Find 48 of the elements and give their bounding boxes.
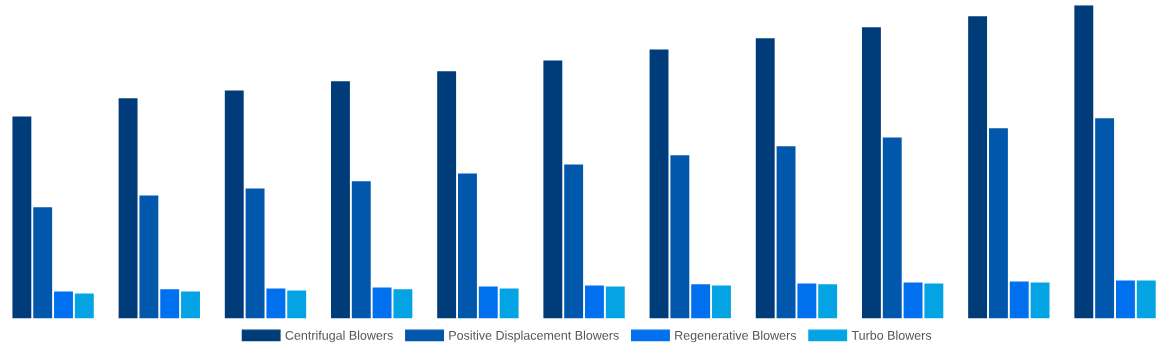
legend-label: Centrifugal Blowers xyxy=(285,330,393,343)
bar xyxy=(797,283,817,319)
bar xyxy=(287,290,307,319)
bar xyxy=(266,288,286,319)
bar xyxy=(903,282,923,319)
bar xyxy=(1136,280,1156,319)
bar xyxy=(54,291,73,319)
bar xyxy=(1009,281,1029,319)
bar xyxy=(1115,280,1135,319)
bar xyxy=(331,81,350,319)
bar xyxy=(372,287,392,319)
bar xyxy=(543,60,563,319)
bar xyxy=(224,90,244,319)
bar xyxy=(393,289,413,319)
bar xyxy=(12,116,32,319)
bar xyxy=(351,181,371,319)
bar xyxy=(924,283,944,319)
bar xyxy=(776,146,796,319)
bar xyxy=(691,284,711,319)
legend-label: Turbo Blowers xyxy=(851,330,932,340)
bar xyxy=(564,164,584,319)
bar xyxy=(882,137,902,319)
bar xyxy=(74,293,94,319)
bar xyxy=(818,284,838,319)
bar xyxy=(181,291,200,319)
bar xyxy=(1095,118,1115,319)
bar xyxy=(1074,5,1094,319)
bar xyxy=(499,288,519,319)
bar xyxy=(458,173,477,319)
bar xyxy=(670,155,690,319)
bar xyxy=(968,16,988,319)
bar xyxy=(160,289,180,319)
bar xyxy=(712,285,731,319)
bar xyxy=(118,98,138,319)
legend-label: Regenerative Blowers xyxy=(675,330,797,343)
legend-label: Positive Displacement Blowers xyxy=(449,330,619,343)
bar xyxy=(478,286,498,319)
bar xyxy=(988,128,1008,319)
bar xyxy=(649,49,669,319)
bar xyxy=(755,38,775,319)
bar xyxy=(139,195,159,319)
bar xyxy=(245,188,265,319)
bar xyxy=(1030,282,1050,319)
bar xyxy=(33,207,53,319)
bar xyxy=(437,71,457,319)
bar xyxy=(585,285,604,319)
bar xyxy=(861,27,881,319)
bar xyxy=(605,286,625,319)
